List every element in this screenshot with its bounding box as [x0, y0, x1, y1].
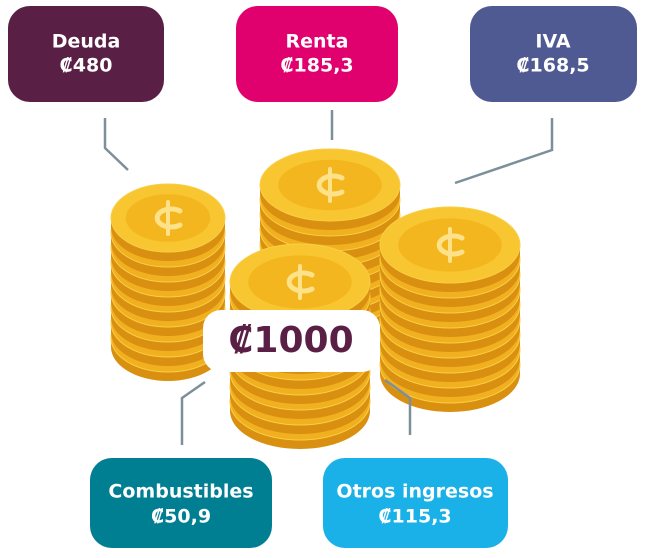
node-label: Otros ingresos: [336, 481, 493, 503]
connector: [384, 378, 412, 435]
coin-symbol: [436, 233, 465, 257]
coin-symbol: [316, 173, 345, 197]
center-box: [203, 310, 380, 372]
connector: [180, 380, 206, 445]
node-label: Deuda: [52, 31, 121, 53]
node-label: IVA: [535, 31, 570, 53]
node-value: ₡50,9: [151, 506, 211, 528]
node-label: Renta: [286, 31, 349, 53]
coin-symbol: [286, 270, 315, 294]
node-value: ₡115,3: [378, 506, 451, 528]
node-label: Combustibles: [108, 481, 253, 503]
node-value: ₡168,5: [516, 55, 589, 77]
connector: [454, 118, 554, 185]
node-value: ₡185,3: [280, 55, 353, 77]
node-box: [470, 6, 637, 102]
node-box: [323, 458, 508, 548]
center-value: ₡1000: [228, 320, 353, 361]
coin-stacks: [110, 148, 521, 449]
node-box: [90, 458, 272, 548]
coin-symbol: [154, 206, 183, 230]
connector: [103, 118, 129, 171]
node-box: [8, 6, 164, 102]
node-value: ₡480: [60, 55, 113, 77]
node-box: [236, 6, 398, 102]
